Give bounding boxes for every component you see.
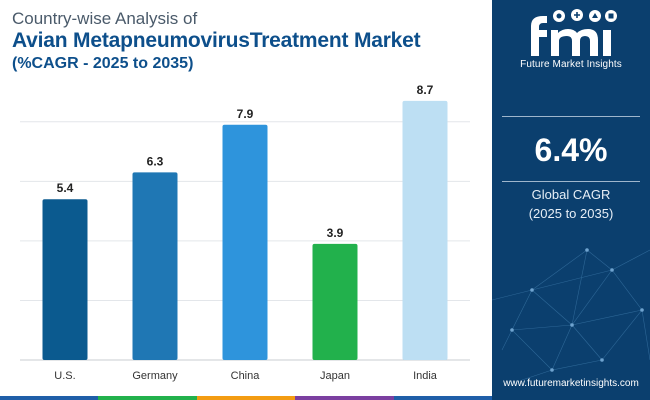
x-tick-label: China <box>231 370 261 382</box>
bar-japan <box>312 243 358 360</box>
data-label: 8.7 <box>417 83 434 97</box>
bar-india <box>402 100 448 360</box>
x-tick-label: U.S. <box>54 370 75 382</box>
bar-chart: 5.4 U.S. 6.3 Germany 7.9 China 3.9 Japan 8.7 Indi… <box>20 83 470 382</box>
website-url: www.futuremarketinsights.com <box>503 378 639 389</box>
fmi-logo: Future Market Insights <box>492 6 650 70</box>
sidebar-panel: Future Market Insights 6.4% Global CAGR … <box>492 0 650 400</box>
bar-germany <box>132 172 178 360</box>
bottom-strip-segment <box>0 396 99 400</box>
logo-text: Future Market Insights <box>520 59 622 70</box>
title-line-3: (%CAGR - 2025 to 2035) <box>12 55 194 72</box>
divider-middle <box>502 181 640 182</box>
global-cagr-label-line1: Global CAGR <box>531 187 611 202</box>
bottom-strip-segment <box>295 396 394 400</box>
x-tick-label: Germany <box>132 370 178 382</box>
data-label: 7.9 <box>237 107 254 121</box>
bar-china <box>222 124 268 360</box>
data-label: 3.9 <box>327 226 344 240</box>
x-tick-label: India <box>413 370 438 382</box>
title-line-2: Avian MetapneumovirusTreatment Market <box>12 29 421 52</box>
fmi-logo-icon <box>531 9 617 56</box>
data-label: 5.4 <box>57 181 74 195</box>
bottom-strip-segment <box>98 396 197 400</box>
bottom-color-strip <box>0 396 493 400</box>
title-line-1: Country-wise Analysis of <box>12 9 198 28</box>
bottom-strip-segment <box>393 396 493 400</box>
bottom-strip-segment <box>196 396 296 400</box>
x-tick-label: Japan <box>320 370 350 382</box>
divider-top <box>502 116 640 117</box>
global-cagr-label: Global CAGR (2025 to 2035) <box>492 185 650 223</box>
data-label: 6.3 <box>147 154 164 168</box>
chart-title-block: Country-wise Analysis of Avian Metapneum… <box>12 8 421 74</box>
global-cagr-value: 6.4% <box>534 132 608 168</box>
bar-u-s <box>42 199 88 360</box>
global-cagr-label-line2: (2025 to 2035) <box>528 206 614 221</box>
network-graphic <box>492 248 650 380</box>
